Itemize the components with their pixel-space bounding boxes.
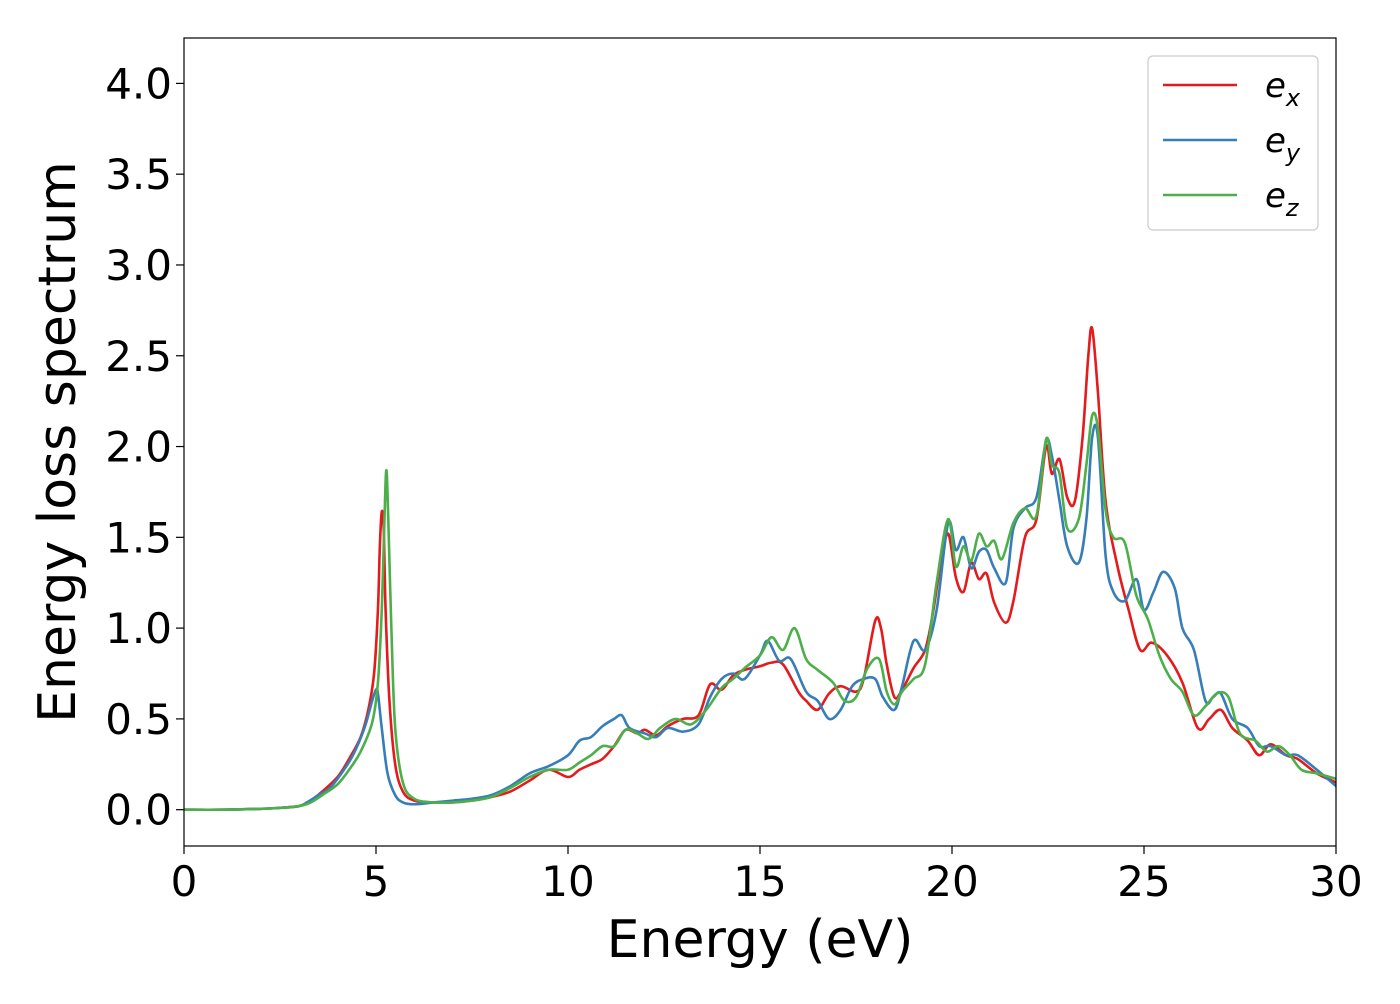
y-tick-label: 4.0 (105, 59, 172, 108)
y-tick-label: 1.5 (105, 513, 172, 562)
y-tick-label: 3.0 (105, 241, 172, 290)
y-tick-label: 0.5 (105, 695, 172, 744)
x-tick-label: 25 (1117, 857, 1170, 906)
series-line-e-x (184, 325, 1336, 812)
legend-label-x: ex (1265, 66, 1301, 112)
x-tick-label: 10 (541, 857, 594, 906)
legend-label-subscript: y (1285, 139, 1301, 167)
y-axis: 0.0 0.5 1.0 1.5 2.0 2.5 3.0 3.5 4.0 (105, 59, 184, 835)
y-tick-label: 2.5 (105, 332, 172, 381)
series-line-e-z (184, 411, 1336, 812)
legend-label-z: ez (1265, 176, 1300, 222)
legend-label-y: ey (1265, 121, 1301, 167)
legend-label-main: e (1265, 176, 1286, 216)
x-axis-label: Energy (eV) (607, 910, 914, 970)
x-tick-label: 0 (171, 857, 198, 906)
legend-box (1147, 55, 1319, 231)
legend-label-main: e (1265, 121, 1286, 161)
y-tick-label: 2.0 (105, 423, 172, 472)
y-tick-label: 0.0 (105, 786, 172, 835)
x-tick-label: 30 (1309, 857, 1362, 906)
x-tick-label: 15 (733, 857, 786, 906)
y-tick-label: 3.5 (105, 150, 172, 199)
series-line-e-y (184, 423, 1336, 812)
x-axis: 0 5 10 15 20 25 30 (171, 846, 1363, 906)
x-tick-label: 20 (925, 857, 978, 906)
legend-label-subscript: z (1285, 194, 1300, 222)
series-layer (184, 325, 1336, 812)
y-axis-label: Energy loss spectrum (28, 161, 88, 723)
legend-label-subscript: x (1285, 84, 1301, 112)
legend-label-main: e (1265, 66, 1286, 106)
x-tick-label: 5 (363, 857, 390, 906)
y-tick-label: 1.0 (105, 604, 172, 653)
